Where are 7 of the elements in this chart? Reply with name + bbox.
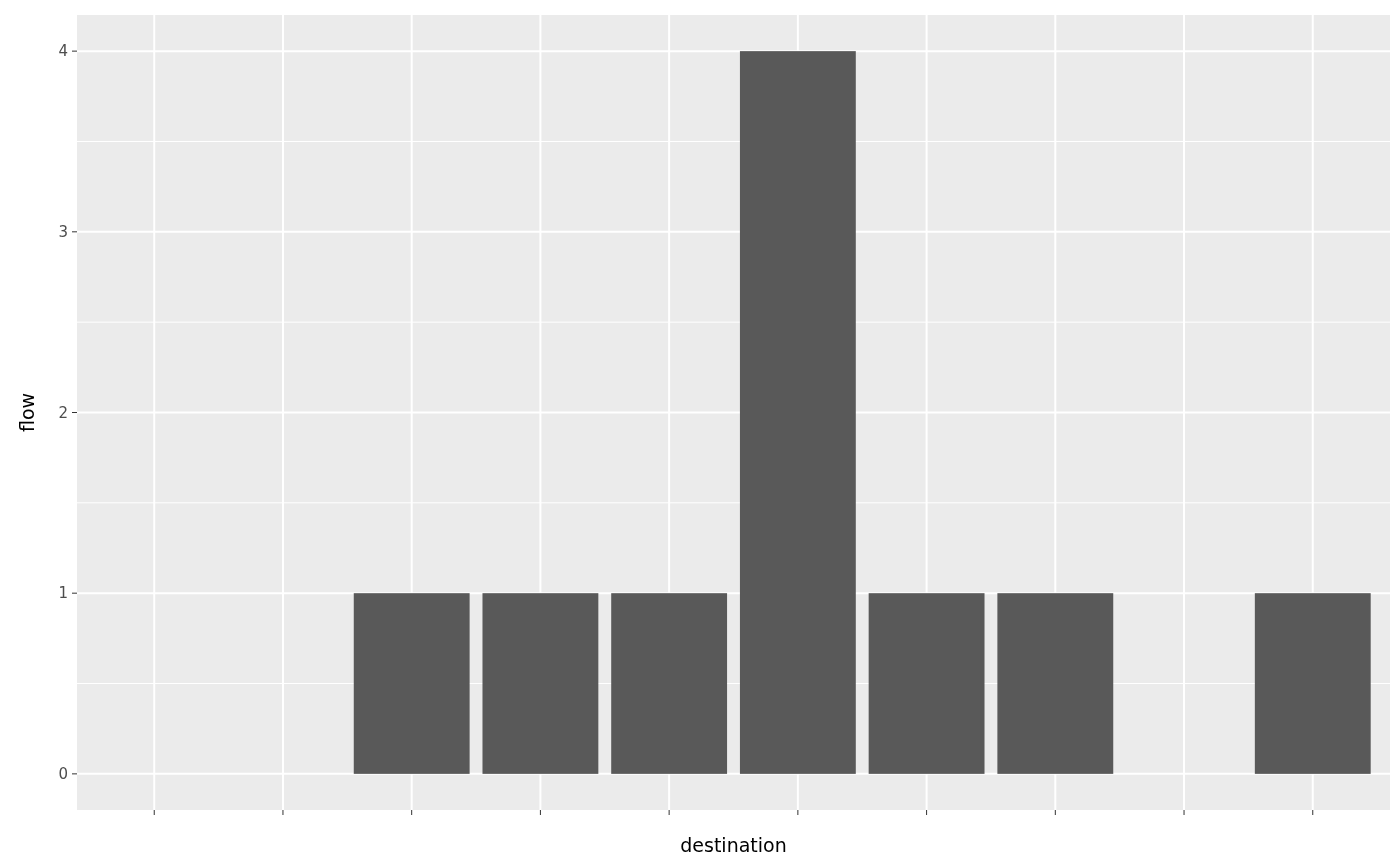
y-tick-label: 0 — [58, 765, 68, 784]
y-tick-label: 4 — [58, 42, 68, 61]
y-axis-title: flow — [16, 392, 38, 433]
y-tick-label: 3 — [58, 223, 68, 242]
y-tick-label: 2 — [58, 403, 68, 422]
y-tick-label: 1 — [58, 584, 68, 603]
x-axis-title: destination — [680, 834, 787, 856]
